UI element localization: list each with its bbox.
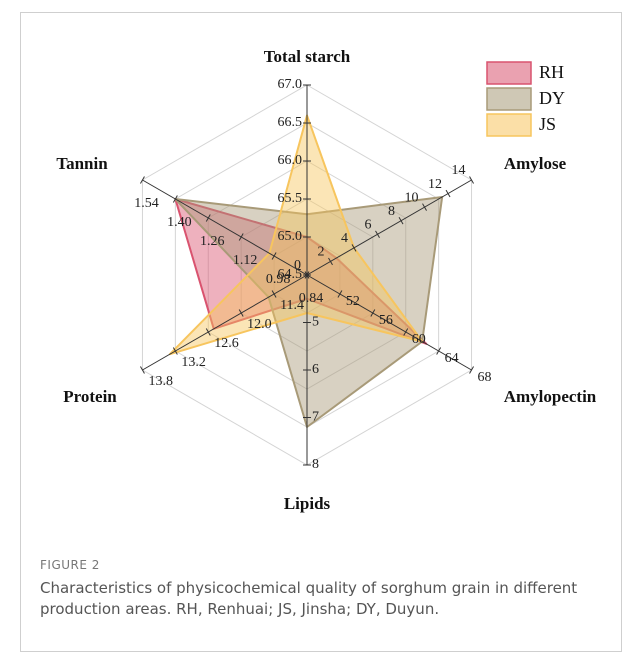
tick-label: 7 bbox=[312, 410, 319, 425]
tick-mark bbox=[328, 257, 333, 266]
tick-label: 66.0 bbox=[278, 153, 303, 168]
tick-label: 12 bbox=[428, 177, 442, 192]
axis-name: Total starch bbox=[264, 47, 351, 66]
tick-label: 52 bbox=[346, 294, 360, 309]
tick-mark bbox=[271, 252, 277, 260]
tick-label: 1.12 bbox=[233, 253, 258, 268]
tick-mark bbox=[172, 347, 178, 355]
tick-label: 8 bbox=[388, 204, 395, 219]
tick-label: 67.0 bbox=[278, 77, 303, 92]
tick-label: 65.5 bbox=[278, 191, 303, 206]
axis-name: Amylopectin bbox=[504, 387, 597, 406]
tick-label: 13.2 bbox=[181, 355, 206, 370]
tick-label: 2 bbox=[318, 245, 325, 260]
tick-label: 66.5 bbox=[278, 115, 303, 130]
tick-mark bbox=[337, 290, 343, 298]
tick-label: 0.84 bbox=[299, 291, 324, 306]
tick-mark bbox=[140, 366, 145, 374]
tick-label: 4 bbox=[341, 231, 348, 246]
tick-label: 10 bbox=[405, 190, 419, 205]
tick-mark bbox=[370, 309, 376, 317]
tick-mark bbox=[351, 244, 357, 252]
axis-name: Protein bbox=[63, 387, 117, 406]
tick-mark bbox=[238, 309, 244, 317]
tick-label: 6 bbox=[312, 362, 319, 377]
page: {"chart_data": {"type": "radar", "axes":… bbox=[20, 12, 622, 652]
tick-mark bbox=[238, 233, 244, 241]
axis-line bbox=[142, 179, 308, 276]
tick-label: 65.0 bbox=[278, 229, 303, 244]
tick-mark bbox=[375, 230, 380, 238]
tick-label: 11.4 bbox=[280, 298, 304, 313]
tick-mark bbox=[469, 366, 474, 374]
tick-label: 13.8 bbox=[148, 374, 173, 389]
axis-line bbox=[306, 274, 472, 371]
tick-mark bbox=[422, 203, 427, 211]
tick-label: 1.54 bbox=[134, 196, 159, 211]
tick-mark bbox=[445, 189, 451, 198]
chart: 64.5 65.0 65.5 66.0 66.5 67.0 Total starch 0 2 4 6… bbox=[56, 47, 597, 513]
tick-label: 64.5 bbox=[278, 267, 303, 282]
tick-label: 6 bbox=[365, 218, 372, 233]
axis-line bbox=[306, 179, 472, 276]
legend-label: DY bbox=[539, 88, 565, 108]
tick-label: 1.26 bbox=[200, 234, 225, 249]
tick-label: 5 bbox=[312, 315, 319, 330]
tick-label: 56 bbox=[379, 313, 393, 328]
legend-swatch bbox=[486, 61, 532, 85]
tick-label: 60 bbox=[412, 332, 426, 347]
tick-mark bbox=[304, 271, 310, 279]
tick-mark bbox=[403, 328, 409, 336]
tick-mark bbox=[271, 290, 277, 298]
legend-swatch bbox=[486, 87, 532, 111]
tick-label: 12.6 bbox=[214, 336, 239, 351]
axis-name: Tannin bbox=[56, 154, 108, 173]
legend-label: RH bbox=[539, 62, 564, 82]
tick-label: 12.0 bbox=[247, 317, 272, 332]
tick-mark bbox=[436, 347, 442, 355]
tick-label: 0 bbox=[294, 258, 301, 273]
caption: Characteristics of physicochemical quali… bbox=[40, 579, 578, 618]
tick-label: 1.40 bbox=[167, 215, 192, 230]
tick-label: 64 bbox=[445, 351, 459, 366]
legend-swatch bbox=[486, 113, 532, 137]
tick-mark bbox=[398, 217, 404, 225]
axis-name: Amylose bbox=[504, 154, 567, 173]
axis-name: Lipids bbox=[284, 494, 331, 513]
tick-mark bbox=[205, 328, 211, 336]
figure-label: FIGURE 2 bbox=[40, 558, 100, 572]
tick-label: 14 bbox=[452, 163, 466, 178]
tick-label: 8 bbox=[312, 457, 319, 472]
tick-mark bbox=[469, 176, 474, 184]
legend-label: JS bbox=[539, 114, 556, 134]
tick-mark bbox=[205, 214, 211, 222]
tick-label: 0.98 bbox=[266, 272, 291, 287]
tick-mark bbox=[172, 195, 178, 203]
tick-mark bbox=[140, 176, 145, 184]
tick-label: 68 bbox=[478, 370, 492, 385]
axis-line bbox=[142, 274, 308, 371]
